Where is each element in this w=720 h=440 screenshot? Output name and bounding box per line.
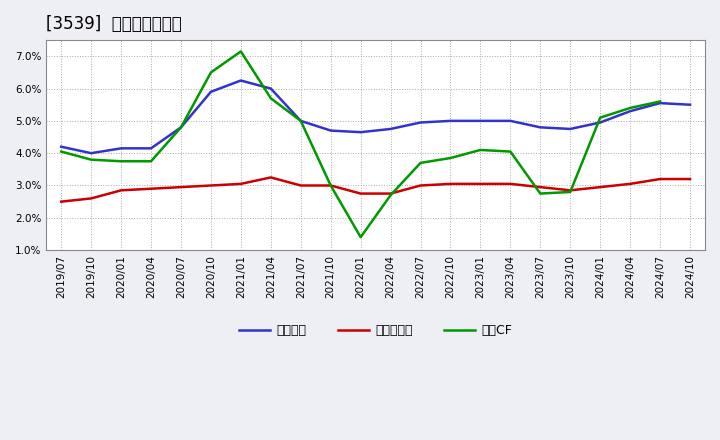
営業CF: [57, 149, 66, 154]
経常利益: [596, 120, 605, 125]
当期純利益: [506, 181, 515, 187]
営業CF: [117, 159, 125, 164]
営業CF: [506, 149, 515, 154]
当期純利益: [386, 191, 395, 196]
当期純利益: [356, 191, 365, 196]
営業CF: [147, 159, 156, 164]
経常利益: [176, 125, 185, 130]
経常利益: [326, 128, 335, 133]
営業CF: [237, 49, 246, 54]
営業CF: [536, 191, 544, 196]
経常利益: [266, 86, 275, 91]
営業CF: [207, 70, 215, 75]
営業CF: [446, 155, 455, 161]
経常利益: [207, 89, 215, 95]
経常利益: [476, 118, 485, 124]
営業CF: [476, 147, 485, 153]
当期純利益: [266, 175, 275, 180]
営業CF: [596, 115, 605, 120]
経常利益: [386, 126, 395, 132]
当期純利益: [685, 176, 694, 182]
経常利益: [446, 118, 455, 124]
当期純利益: [656, 176, 665, 182]
当期純利益: [237, 181, 246, 187]
経常利益: [356, 129, 365, 135]
Legend: 経常利益, 当期純利益, 営業CF: 経常利益, 当期純利益, 営業CF: [234, 319, 517, 342]
当期純利益: [117, 188, 125, 193]
営業CF: [87, 157, 96, 162]
営業CF: [176, 125, 185, 130]
経常利益: [87, 150, 96, 156]
営業CF: [266, 95, 275, 101]
当期純利益: [476, 181, 485, 187]
経常利益: [506, 118, 515, 124]
経常利益: [147, 146, 156, 151]
経常利益: [57, 144, 66, 149]
当期純利益: [326, 183, 335, 188]
経常利益: [297, 118, 305, 124]
営業CF: [356, 235, 365, 240]
経常利益: [656, 100, 665, 106]
当期純利益: [566, 188, 575, 193]
当期純利益: [57, 199, 66, 204]
当期純利益: [297, 183, 305, 188]
経常利益: [536, 125, 544, 130]
当期純利益: [536, 184, 544, 190]
経常利益: [117, 146, 125, 151]
当期純利益: [87, 196, 96, 201]
営業CF: [566, 189, 575, 194]
当期純利益: [626, 181, 634, 187]
経常利益: [237, 78, 246, 83]
当期純利益: [596, 184, 605, 190]
経常利益: [566, 126, 575, 132]
経常利益: [685, 102, 694, 107]
経常利益: [626, 109, 634, 114]
営業CF: [416, 160, 425, 165]
当期純利益: [446, 181, 455, 187]
経常利益: [416, 120, 425, 125]
営業CF: [626, 105, 634, 110]
当期純利益: [147, 186, 156, 191]
Line: 営業CF: 営業CF: [61, 51, 660, 237]
当期純利益: [416, 183, 425, 188]
Line: 当期純利益: 当期純利益: [61, 177, 690, 202]
当期純利益: [207, 183, 215, 188]
営業CF: [656, 99, 665, 104]
営業CF: [386, 193, 395, 198]
当期純利益: [176, 184, 185, 190]
Line: 経常利益: 経常利益: [61, 81, 690, 153]
営業CF: [297, 118, 305, 124]
営業CF: [326, 183, 335, 188]
Text: [3539]  マージンの推移: [3539] マージンの推移: [46, 15, 182, 33]
